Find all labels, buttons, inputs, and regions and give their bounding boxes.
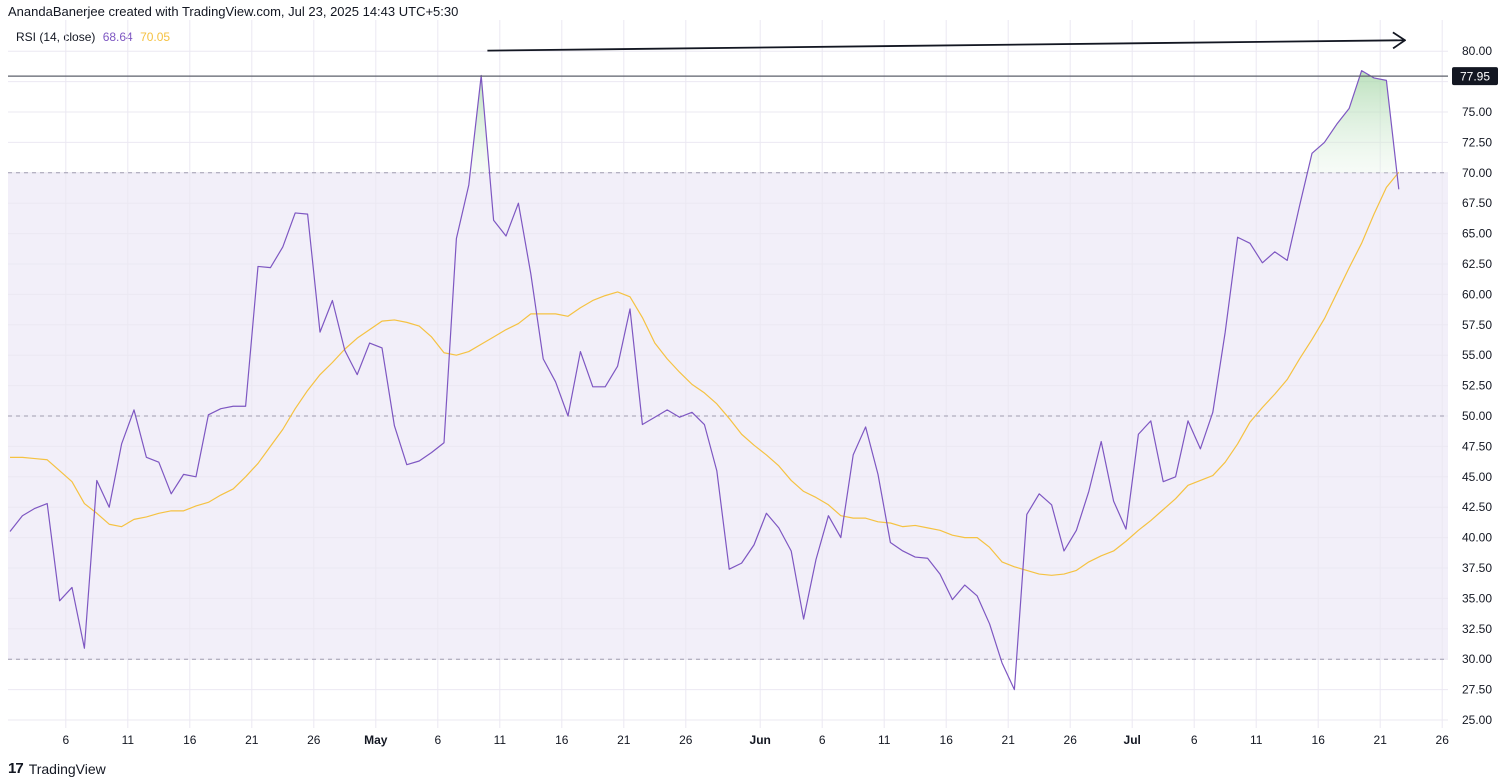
rsi-value: 68.64 bbox=[102, 30, 133, 44]
chart-attribution: AnandaBanerjee created with TradingView.… bbox=[8, 4, 459, 19]
y-tick-label: 52.50 bbox=[1462, 379, 1492, 393]
ma-value: 70.05 bbox=[140, 30, 171, 44]
y-tick-label: 50.00 bbox=[1462, 409, 1492, 423]
y-tick-label: 27.50 bbox=[1462, 683, 1492, 697]
x-tick-label: 16 bbox=[183, 733, 197, 747]
x-tick-label: 16 bbox=[940, 733, 954, 747]
y-tick-label: 60.00 bbox=[1462, 287, 1492, 301]
y-tick-label: 30.00 bbox=[1462, 652, 1492, 666]
price-label: 77.95 bbox=[1460, 70, 1490, 84]
x-tick-label: 21 bbox=[245, 733, 259, 747]
price-label-box bbox=[1452, 67, 1498, 86]
y-tick-label: 45.00 bbox=[1462, 470, 1492, 484]
ma-line[interactable] bbox=[10, 171, 1400, 576]
x-tick-label: 11 bbox=[1250, 733, 1263, 747]
y-tick-label: 72.50 bbox=[1462, 135, 1492, 149]
x-tick-label: Jul bbox=[1124, 733, 1141, 747]
y-tick-label: 42.50 bbox=[1462, 500, 1492, 514]
indicator-legend[interactable]: RSI (14, close) 68.64 70.05 bbox=[16, 30, 170, 44]
x-tick-label: 26 bbox=[307, 733, 321, 747]
x-tick-label: 11 bbox=[494, 733, 507, 747]
y-tick-label: 75.00 bbox=[1462, 105, 1492, 119]
tradingview-brand: TradingView bbox=[28, 760, 106, 777]
x-tick-label: 26 bbox=[1064, 733, 1078, 747]
y-tick-label: 67.50 bbox=[1462, 196, 1492, 210]
y-tick-label: 25.00 bbox=[1462, 713, 1492, 727]
y-tick-label: 35.00 bbox=[1462, 591, 1492, 605]
overbought-fill bbox=[470, 75, 490, 173]
y-tick-label: 65.00 bbox=[1462, 227, 1492, 241]
x-tick-label: 6 bbox=[62, 733, 69, 747]
y-tick-label: 57.50 bbox=[1462, 318, 1492, 332]
x-tick-label: 16 bbox=[555, 733, 569, 747]
tradingview-logo-icon: 17 bbox=[8, 760, 24, 777]
rsi-line[interactable] bbox=[9, 70, 1400, 691]
y-tick-label: 62.50 bbox=[1462, 257, 1492, 271]
x-tick-label: 21 bbox=[1374, 733, 1388, 747]
trend-arrow[interactable] bbox=[487, 40, 1405, 52]
tradingview-logo[interactable]: 17 TradingView bbox=[8, 760, 106, 777]
x-tick-label: 11 bbox=[122, 733, 135, 747]
x-tick-label: 6 bbox=[1191, 733, 1198, 747]
y-tick-label: 37.50 bbox=[1462, 561, 1492, 575]
indicator-label: RSI (14, close) bbox=[16, 30, 96, 44]
y-tick-label: 32.50 bbox=[1462, 622, 1492, 636]
x-tick-label: 6 bbox=[434, 733, 441, 747]
x-tick-label: Jun bbox=[750, 733, 771, 747]
x-tick-label: 26 bbox=[1436, 733, 1450, 747]
y-tick-label: 40.00 bbox=[1462, 531, 1492, 545]
overbought-fill bbox=[1307, 70, 1397, 173]
x-tick-label: 21 bbox=[617, 733, 631, 747]
x-tick-label: 26 bbox=[679, 733, 693, 747]
x-tick-label: 11 bbox=[878, 733, 891, 747]
y-tick-label: 55.00 bbox=[1462, 348, 1492, 362]
y-tick-label: 70.00 bbox=[1462, 166, 1492, 180]
y-tick-label: 80.00 bbox=[1462, 44, 1492, 58]
x-tick-label: May bbox=[364, 733, 388, 747]
x-tick-label: 21 bbox=[1002, 733, 1016, 747]
x-tick-label: 6 bbox=[819, 733, 826, 747]
x-tick-label: 16 bbox=[1312, 733, 1326, 747]
y-tick-label: 47.50 bbox=[1462, 439, 1492, 453]
